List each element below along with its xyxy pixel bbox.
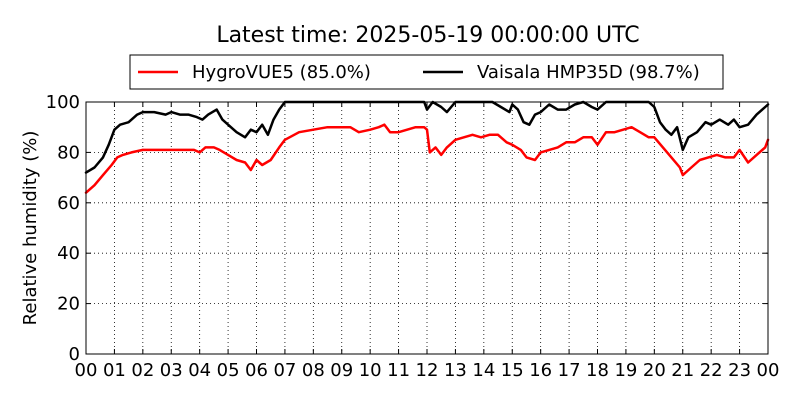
x-tick-label: 09: [330, 360, 353, 381]
x-tick-label: 00: [75, 360, 98, 381]
y-tick-label: 40: [57, 243, 80, 264]
y-tick-label: 0: [69, 344, 80, 365]
x-tick-label: 08: [302, 360, 325, 381]
x-tick-label: 00: [757, 360, 780, 381]
x-tick-label: 18: [586, 360, 609, 381]
x-tick-label: 21: [671, 360, 694, 381]
x-tick-label: 03: [160, 360, 183, 381]
ticks: [85, 101, 769, 355]
x-tick-label: 20: [643, 360, 666, 381]
x-tick-label: 16: [529, 360, 552, 381]
x-tick-label: 01: [103, 360, 126, 381]
x-tick-label: 12: [416, 360, 439, 381]
x-tick-label: 23: [728, 360, 751, 381]
y-tick-label: 60: [57, 193, 80, 214]
legend-label-hygrovue5: HygroVUE5 (85.0%): [192, 62, 371, 83]
x-tick-label: 07: [273, 360, 296, 381]
x-tick-label: 14: [472, 360, 495, 381]
x-tick-label: 05: [217, 360, 240, 381]
y-axis-label: Relative humidity (%): [20, 131, 41, 326]
x-tick-label: 04: [188, 360, 211, 381]
y-tick-label: 100: [46, 92, 80, 113]
x-tick-label: 06: [245, 360, 268, 381]
x-tick-label: 15: [501, 360, 524, 381]
legend: HygroVUE5 (85.0%) Vaisala HMP35D (98.7%): [129, 54, 724, 90]
legend-label-vaisala: Vaisala HMP35D (98.7%): [477, 62, 700, 83]
x-tick-label: 22: [700, 360, 723, 381]
y-tick-label: 80: [57, 142, 80, 163]
x-tick-label: 02: [131, 360, 154, 381]
x-tick-label: 19: [614, 360, 637, 381]
x-tick-label: 13: [444, 360, 467, 381]
x-tick-label: 11: [387, 360, 410, 381]
x-tick-label: 10: [359, 360, 382, 381]
series-line-vaisala: [84, 100, 770, 174]
x-tick-label: 17: [558, 360, 581, 381]
x-tick-labels: 00 01 02 03 04 05 06 07 08 09 10 11 12 13 14 15 16 17 18 19…: [75, 360, 780, 381]
y-tick-labels: 0 20 40 60 80 100: [46, 92, 80, 365]
y-tick-label: 20: [57, 294, 80, 315]
grid: [86, 102, 768, 354]
chart-title: Latest time: 2025-05-19 00:00:00 UTC: [216, 23, 639, 48]
series-line-hygrovue5: [84, 123, 770, 194]
series-layer: [84, 100, 770, 194]
